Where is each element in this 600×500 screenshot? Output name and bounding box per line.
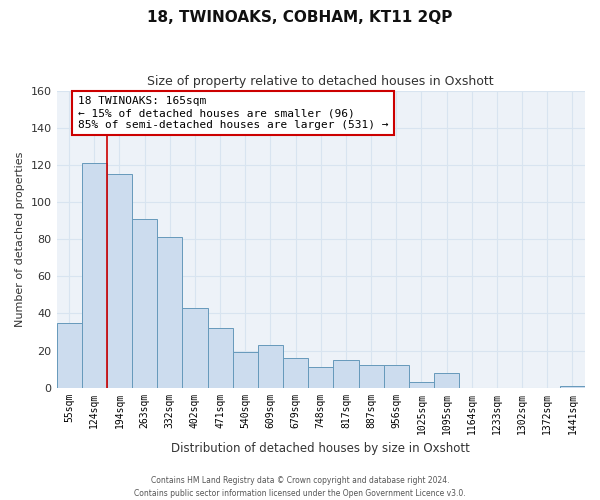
Bar <box>132 218 157 388</box>
Y-axis label: Number of detached properties: Number of detached properties <box>15 152 25 327</box>
Text: 18, TWINOAKS, COBHAM, KT11 2QP: 18, TWINOAKS, COBHAM, KT11 2QP <box>148 10 452 25</box>
Bar <box>182 308 208 388</box>
Bar <box>283 358 308 388</box>
Bar <box>359 366 383 388</box>
Text: 18 TWINOAKS: 165sqm
← 15% of detached houses are smaller (96)
85% of semi-detach: 18 TWINOAKS: 165sqm ← 15% of detached ho… <box>77 96 388 130</box>
Bar <box>434 373 459 388</box>
Bar <box>107 174 132 388</box>
Bar <box>56 322 82 388</box>
Bar <box>334 360 359 388</box>
Bar <box>82 163 107 388</box>
Bar <box>258 345 283 388</box>
Bar <box>560 386 585 388</box>
Text: Contains HM Land Registry data © Crown copyright and database right 2024.
Contai: Contains HM Land Registry data © Crown c… <box>134 476 466 498</box>
Bar <box>208 328 233 388</box>
Bar <box>383 366 409 388</box>
Bar <box>157 238 182 388</box>
Bar <box>308 368 334 388</box>
Title: Size of property relative to detached houses in Oxshott: Size of property relative to detached ho… <box>148 75 494 88</box>
X-axis label: Distribution of detached houses by size in Oxshott: Distribution of detached houses by size … <box>172 442 470 455</box>
Bar <box>409 382 434 388</box>
Bar <box>233 352 258 388</box>
